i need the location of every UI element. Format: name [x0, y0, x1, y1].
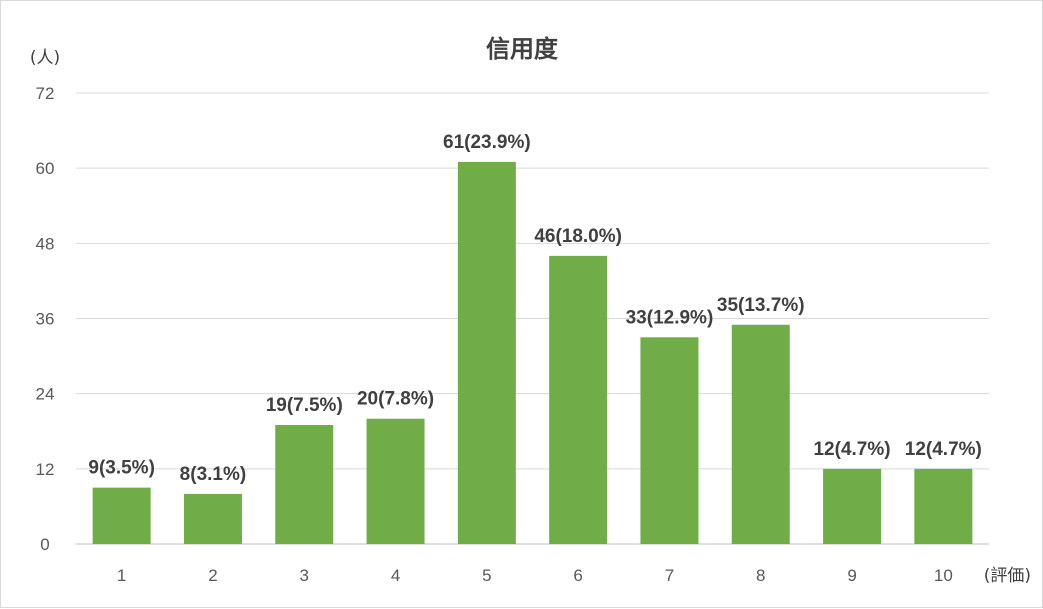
x-tick-label: 8	[756, 566, 765, 585]
data-label: 61(23.9%)	[443, 132, 531, 153]
data-label: 12(4.7%)	[905, 439, 982, 460]
data-label: 19(7.5%)	[266, 395, 343, 416]
x-tick-label: 4	[391, 566, 400, 585]
x-tick-label: 9	[847, 566, 856, 585]
y-tick-label: 36	[36, 310, 55, 329]
x-tick-label: 3	[300, 566, 309, 585]
x-tick-label: 10	[934, 566, 953, 585]
data-label: 33(12.9%)	[626, 307, 714, 328]
x-axis-unit-label: (評価)	[984, 566, 1031, 586]
y-axis-unit-label: (人)	[30, 48, 60, 68]
x-tick-label: 7	[665, 566, 674, 585]
bar	[92, 487, 151, 544]
data-label: 46(18.0%)	[534, 226, 622, 247]
y-tick-label: 0	[40, 535, 49, 554]
y-tick-label: 72	[36, 84, 55, 103]
bar	[549, 255, 608, 544]
bar	[366, 418, 425, 544]
y-tick-label: 60	[36, 159, 55, 178]
x-tick-label: 5	[482, 566, 491, 585]
data-label: 35(13.7%)	[717, 295, 805, 316]
y-tick-label: 48	[36, 234, 55, 253]
x-tick-label: 1	[117, 566, 126, 585]
bar	[914, 468, 973, 544]
data-label: 8(3.1%)	[180, 464, 247, 485]
bar	[640, 337, 699, 544]
bar	[731, 324, 790, 544]
data-label: 20(7.8%)	[357, 389, 434, 410]
bar	[823, 468, 882, 544]
chart-title: 信用度	[486, 35, 559, 63]
bar	[457, 161, 516, 544]
x-tick-label: 6	[573, 566, 582, 585]
bar	[183, 493, 242, 544]
x-tick-label: 2	[208, 566, 217, 585]
y-tick-label: 24	[36, 385, 55, 404]
bar	[275, 424, 334, 544]
data-label: 9(3.5%)	[88, 458, 155, 479]
y-tick-label: 12	[36, 460, 55, 479]
data-label: 12(4.7%)	[813, 439, 890, 460]
